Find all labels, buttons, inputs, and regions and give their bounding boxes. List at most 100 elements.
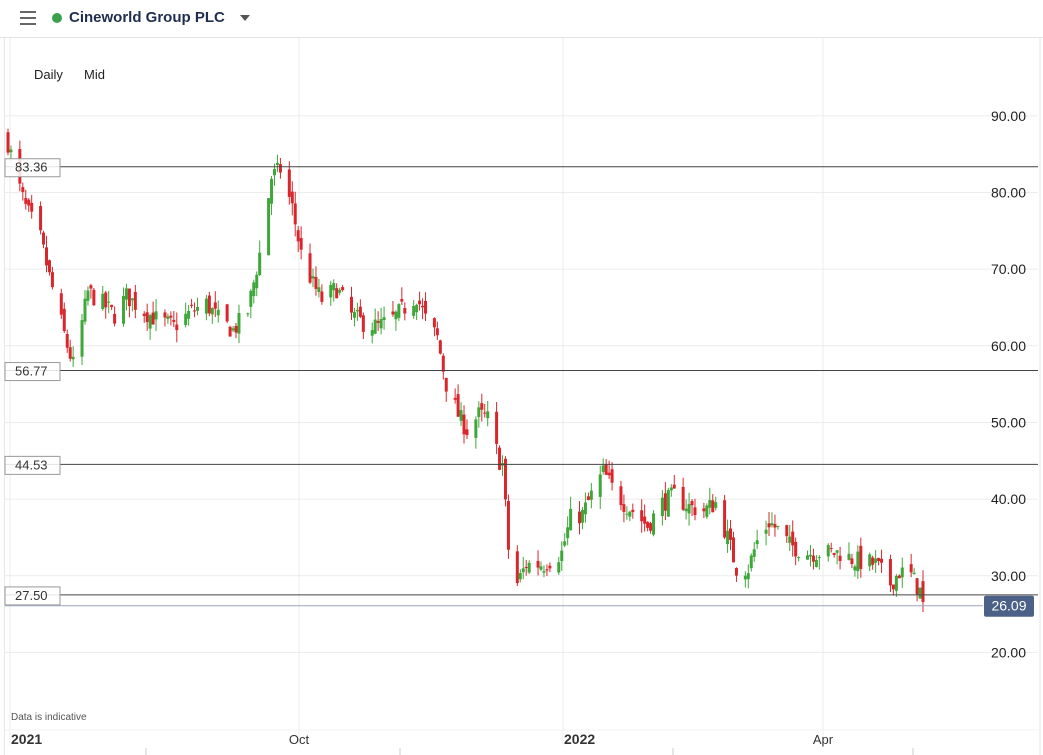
candle-body: [681, 486, 685, 510]
candle-body: [521, 568, 525, 573]
candle-body: [690, 501, 694, 506]
candle-body: [755, 540, 759, 545]
y-tick-label: 80.00: [991, 185, 1026, 201]
hamburger-menu-icon[interactable]: [20, 11, 36, 25]
candle-body: [441, 355, 445, 372]
candle-body: [403, 308, 407, 314]
candle-body: [290, 191, 294, 204]
candle-body: [649, 523, 653, 531]
candle-body: [601, 465, 605, 472]
y-tick-label: 90.00: [991, 108, 1026, 124]
candle-body: [169, 315, 173, 318]
candle-body: [379, 319, 383, 329]
candle-body: [888, 559, 892, 586]
candle-body: [42, 232, 46, 245]
candle-body: [184, 313, 188, 325]
candle-body: [524, 566, 528, 568]
level-label: 56.77: [15, 364, 48, 379]
candle-body: [480, 403, 484, 410]
candle-body: [687, 504, 691, 514]
candle-body: [424, 300, 428, 314]
candle-body: [643, 516, 647, 524]
candle-body: [874, 558, 878, 563]
candle-body: [729, 528, 733, 540]
candle-body: [187, 310, 191, 319]
candle-body: [731, 537, 735, 563]
candle-body: [273, 169, 277, 176]
candle-body: [663, 493, 667, 511]
candle-body: [145, 312, 149, 323]
candle-body: [666, 490, 670, 517]
candle-body: [811, 555, 815, 562]
candle-body: [646, 521, 650, 528]
level-label: 44.53: [15, 457, 48, 472]
candle-body: [130, 298, 134, 301]
candle-body: [166, 316, 170, 319]
candle-body: [24, 198, 28, 204]
candle-body: [154, 311, 158, 320]
candle-body: [71, 356, 75, 360]
candle-body: [376, 320, 380, 323]
candle-body: [589, 490, 593, 500]
x-tick-label: 2022: [564, 731, 595, 747]
instrument-name[interactable]: Cineworld Group PLC: [69, 9, 225, 26]
candle-body: [83, 298, 87, 322]
candle-body: [794, 541, 798, 557]
candle-body: [438, 340, 442, 354]
candle-body: [86, 290, 90, 301]
candle-body: [891, 584, 895, 590]
candle-body: [317, 287, 321, 293]
candle-body: [193, 310, 197, 312]
candle-body: [213, 302, 217, 309]
candle-body: [746, 573, 750, 580]
interval-selector[interactable]: Daily: [34, 67, 63, 82]
candle-body: [370, 330, 374, 336]
candle-body: [62, 308, 66, 332]
candle-body: [569, 508, 573, 531]
candle-body: [770, 523, 774, 526]
chevron-down-icon[interactable]: [240, 15, 250, 21]
candle-body: [610, 469, 614, 483]
candle-body: [871, 557, 875, 565]
price-type-selector[interactable]: Mid: [84, 67, 105, 82]
candle-body: [352, 312, 356, 318]
candle-body: [563, 541, 567, 546]
candle-body: [835, 550, 839, 553]
candle-body: [299, 238, 303, 250]
candle-body: [50, 272, 54, 288]
candle-body: [234, 325, 238, 333]
candle-body: [702, 508, 706, 512]
candle-body: [59, 293, 63, 315]
candle-body: [536, 560, 540, 568]
candle-body: [474, 419, 478, 438]
candle-body: [560, 550, 564, 562]
candle-body: [495, 411, 499, 444]
level-label-box: [4, 362, 61, 382]
candle-body: [394, 311, 398, 320]
candle-body: [207, 295, 211, 314]
candle-body: [349, 296, 353, 313]
candle-body: [172, 319, 176, 322]
candle-body: [652, 513, 656, 535]
candle-body: [847, 553, 851, 560]
candle-body: [225, 304, 229, 322]
candle-body: [320, 291, 324, 302]
candle-body: [622, 504, 626, 512]
x-tick-label: Oct: [289, 732, 310, 747]
candle-body: [341, 287, 345, 291]
candle-body: [797, 557, 801, 559]
candle-body: [382, 317, 386, 321]
candle-body: [30, 202, 34, 212]
candle-body: [806, 555, 810, 560]
candle-body: [249, 290, 253, 307]
candle-body: [296, 230, 300, 242]
candle-body: [767, 523, 771, 528]
y-tick-label: 60.00: [991, 338, 1026, 354]
candle-body: [909, 564, 913, 573]
y-tick-label: 50.00: [991, 414, 1026, 430]
candle-body: [151, 312, 155, 325]
candle-body: [175, 324, 179, 331]
candle-body: [764, 529, 768, 534]
candle-body: [583, 502, 587, 515]
